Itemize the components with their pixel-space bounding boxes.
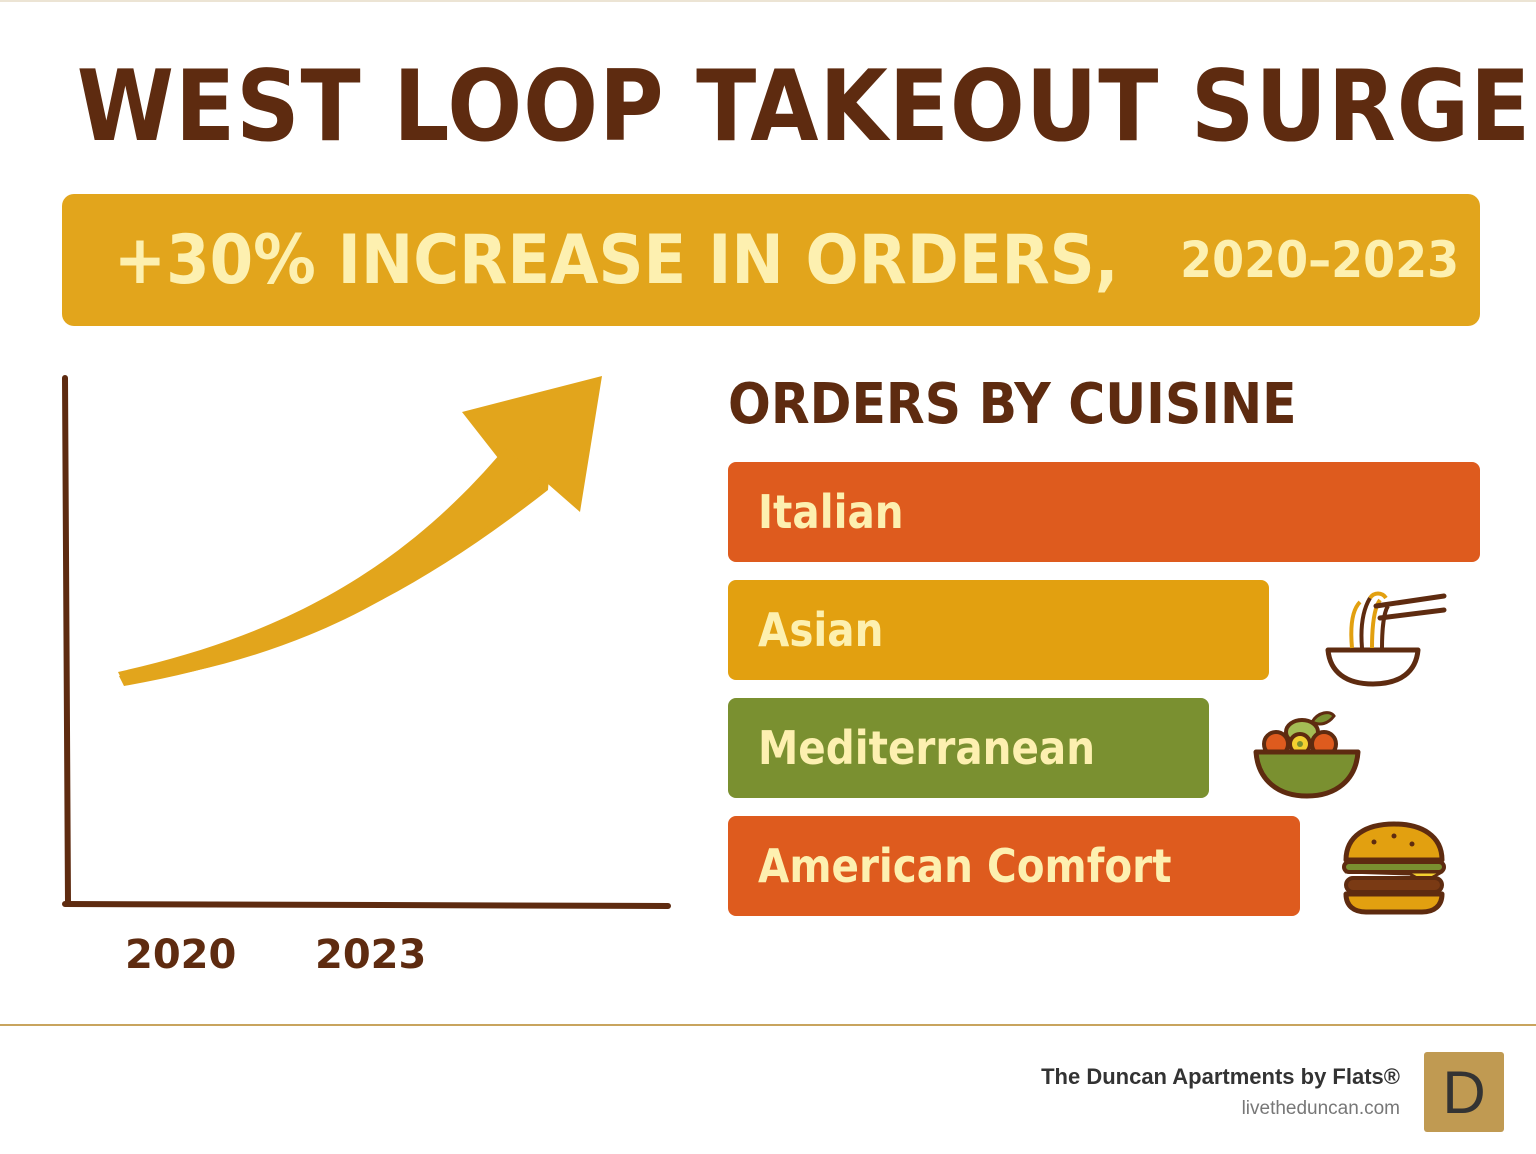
- duncan-logo: D: [1424, 1052, 1504, 1132]
- top-rule: [0, 0, 1536, 2]
- cuisine-bar-label: Italian: [758, 485, 904, 539]
- y-axis: [62, 375, 71, 907]
- cuisine-bar-asian: Asian: [728, 580, 1269, 680]
- trend-arrow-shaft: [118, 448, 540, 684]
- banner-years-text: 2020–2023: [1180, 231, 1460, 289]
- salad-bowl-icon: [1253, 711, 1361, 799]
- cuisine-bar-label: Mediterranean: [758, 721, 1096, 775]
- footer-brand-name: The Duncan Apartments by Flats®: [1041, 1064, 1400, 1089]
- headline-banner: +30% INCREASE IN ORDERS, 2020–2023: [62, 194, 1480, 326]
- cuisine-bar-label: Asian: [758, 603, 884, 657]
- page-title: WEST LOOP TAKEOUT SURGE: [76, 50, 1532, 164]
- banner-main-text: +30% INCREASE IN ORDERS,: [113, 220, 1119, 300]
- x-tick-2023: 2023: [315, 932, 426, 978]
- trend-arrow-head: [462, 376, 602, 512]
- x-tick-2020: 2020: [125, 932, 236, 978]
- cuisine-chart-title: ORDERS BY CUISINE: [728, 372, 1297, 437]
- noodle-bowl-icon: [1325, 591, 1447, 687]
- x-axis: [62, 901, 671, 909]
- cuisine-bar-mediterranean: Mediterranean: [728, 698, 1209, 798]
- cuisine-bar-italian: Italian: [728, 462, 1480, 562]
- trend-chart: 2020 2023: [62, 375, 671, 978]
- cuisine-bar-label: American Comfort: [758, 839, 1172, 893]
- burger-icon: [1342, 821, 1446, 915]
- footer-rule: [0, 1024, 1536, 1026]
- cuisine-bar-american-comfort: American Comfort: [728, 816, 1300, 916]
- footer-url[interactable]: livetheduncan.com: [1241, 1098, 1400, 1119]
